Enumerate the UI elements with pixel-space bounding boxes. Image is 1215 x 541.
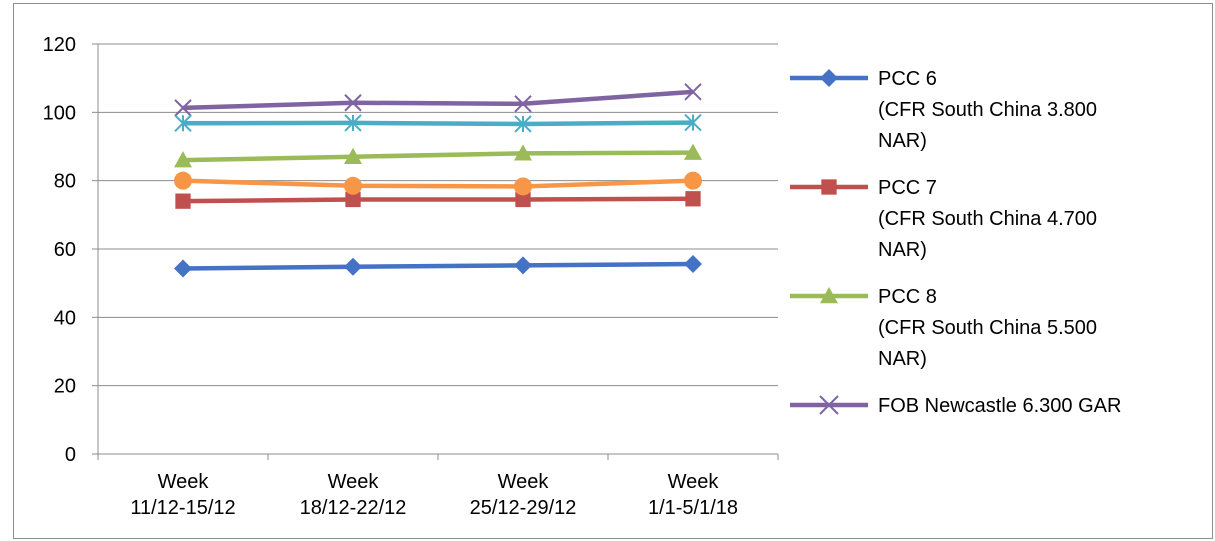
data-point [820,69,838,87]
legend-label: PCC 6 (CFR South China 3.800 NAR) [878,68,1097,152]
y-tick-label: 80 [54,171,76,193]
series-line [182,196,694,204]
legend-entry-1: PCC 7 (CFR South China 4.700 NAR) [790,177,1097,261]
legend-label: PCC 7 (CFR South China 4.700 NAR) [878,177,1097,261]
data-point [684,83,702,101]
series-line [182,150,694,163]
data-point [344,94,362,112]
series-5 [174,171,702,196]
gridlines [98,43,778,387]
data-point [819,395,839,415]
x-tick-label: Week 11/12-15/12 [130,471,235,519]
data-point [344,176,362,195]
legend-label-line: PCC 6 [878,68,937,90]
x-tick-label-line: 25/12-29/12 [470,497,577,519]
legend-entry-3: FOB Newcastle 6.300 GAR [790,395,1121,417]
data-point [175,193,191,209]
series-1 [175,191,701,209]
y-tick-label: 40 [54,307,76,329]
data-point [684,171,702,190]
data-point [515,191,531,208]
data-point [174,114,192,132]
legend-label-line: NAR) [878,130,927,152]
series-line [182,89,694,111]
x-tick-label: Week 1/1-5/1/18 [648,471,738,519]
data-point [514,115,532,133]
y-tick-label: 0 [65,444,76,466]
legend: PCC 6 (CFR South China 3.800 NAR) PCC 7 (CFR… [790,68,1121,417]
legend-entry-0: PCC 6 (CFR South China 3.800 NAR) [790,68,1097,152]
legend-label-line: NAR) [878,348,927,370]
data-point [345,191,361,208]
y-tick-label: 60 [54,239,76,261]
series-0 [174,255,702,278]
x-tick-label-line: Week [668,471,720,493]
x-tick-label-line: 1/1-5/1/18 [648,497,738,519]
series-layer [174,83,702,278]
legend-label: PCC 8 (CFR South China 5.500 NAR) [878,286,1097,370]
data-point [174,171,192,190]
legend-label-line: (CFR South China 3.800 [878,99,1097,121]
data-point [684,255,702,274]
series-2 [174,143,702,168]
data-point [174,259,192,278]
axes: 0 20 40 60 80 100 120 Week 11/12-15/12 Week 18/12-… [43,34,779,519]
data-point [820,287,838,304]
x-tick-label: Week 25/12-29/12 [470,471,577,519]
data-point [684,143,702,160]
x-tick-label-line: 11/12-15/12 [130,497,235,519]
data-point [821,179,837,195]
data-point [514,177,532,196]
data-point [344,147,362,164]
legend-label-line: FOB Newcastle 6.300 GAR [878,395,1121,417]
y-tick-label: 100 [43,102,76,124]
series-line [182,178,694,189]
series-line [182,261,694,271]
legend-label-line: PCC 7 [878,177,937,199]
x-tick-label-line: 18/12-22/12 [300,497,407,519]
series-line [182,120,694,127]
y-tick-label: 120 [43,34,76,56]
x-tick-label-line: Week [328,471,380,493]
data-point [514,256,532,275]
series-3 [174,83,702,117]
series-4 [174,113,702,133]
data-point [174,99,192,117]
data-point [344,257,362,276]
data-point [174,151,192,168]
data-point [685,191,701,207]
x-tick-label: Week 18/12-22/12 [300,471,407,519]
data-point [514,144,532,161]
legend-label-line: (CFR South China 4.700 [878,208,1097,230]
legend-label-line: PCC 8 [878,286,937,308]
legend-entry-2: PCC 8 (CFR South China 5.500 NAR) [790,286,1097,370]
data-point [684,113,702,132]
x-tick-label-line: Week [158,471,210,493]
y-tick-label: 20 [54,376,76,398]
legend-label-line: NAR) [878,239,927,261]
legend-label: FOB Newcastle 6.300 GAR [878,395,1121,417]
legend-label-line: (CFR South China 5.500 [878,317,1097,339]
chart-frame [13,3,1213,539]
data-point [514,95,532,113]
data-point [344,114,362,132]
x-tick-label-line: Week [498,471,550,493]
